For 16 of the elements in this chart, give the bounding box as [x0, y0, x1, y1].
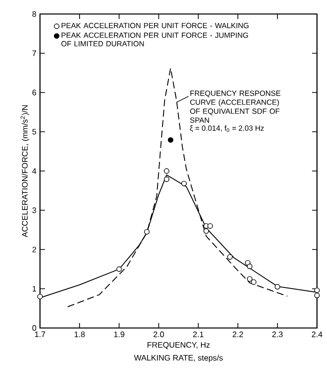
- point: [207, 223, 213, 229]
- point: [274, 284, 280, 290]
- point: [116, 266, 122, 272]
- point: [227, 254, 233, 260]
- point: [181, 180, 187, 186]
- point: [37, 294, 43, 300]
- point: [144, 229, 150, 235]
- point: [314, 292, 320, 298]
- point: [246, 276, 252, 282]
- point: [164, 176, 170, 182]
- point: [250, 279, 256, 285]
- point: [246, 264, 252, 270]
- point: [164, 168, 170, 174]
- point: [168, 137, 174, 143]
- point: [203, 228, 209, 234]
- point: [314, 288, 320, 294]
